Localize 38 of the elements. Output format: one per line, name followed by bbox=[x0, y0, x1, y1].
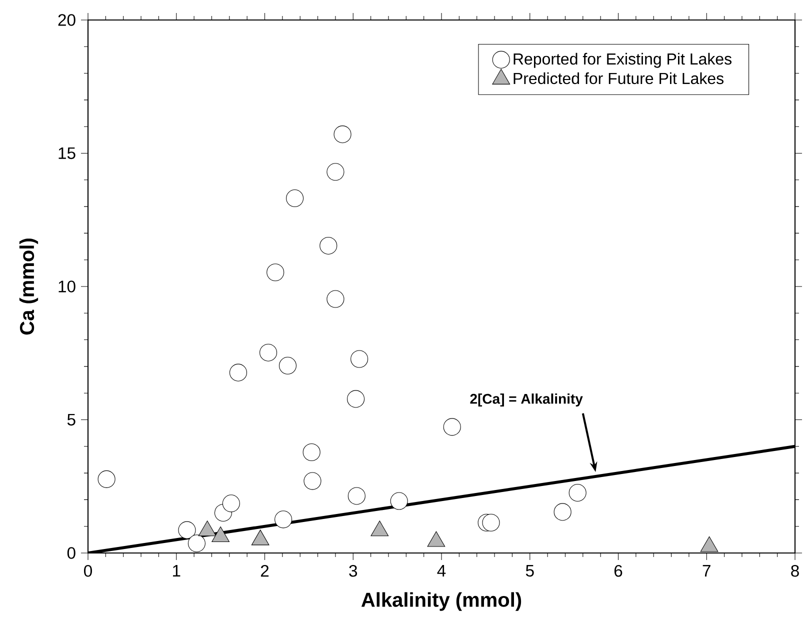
legend-label: Predicted for Future Pit Lakes bbox=[514, 72, 724, 84]
x-tick-label: 8 bbox=[791, 564, 799, 577]
point bbox=[390, 492, 408, 510]
y-axis-title: Ca (mmol) bbox=[19, 238, 38, 335]
x-tick-label: 7 bbox=[702, 564, 710, 576]
x-axis-title: Alkalinity (mmol) bbox=[361, 592, 522, 611]
x-tick-label: 2 bbox=[260, 564, 269, 577]
point bbox=[350, 350, 368, 368]
x-tick-label: 4 bbox=[437, 564, 446, 576]
y-tick-label: 0 bbox=[67, 547, 76, 559]
x-tick-label: 3 bbox=[349, 564, 358, 577]
point bbox=[98, 470, 116, 488]
point bbox=[320, 236, 338, 254]
point bbox=[188, 534, 206, 552]
point bbox=[286, 190, 304, 208]
point bbox=[229, 364, 248, 382]
y-tick-label: 20 bbox=[58, 14, 76, 26]
point bbox=[260, 344, 278, 362]
y-tick-label: 15 bbox=[58, 147, 76, 160]
y-tick-label: 5 bbox=[67, 414, 76, 426]
point bbox=[326, 163, 344, 181]
x-tick-label: 1 bbox=[173, 564, 180, 576]
annotation: 2[Ca] = Alkalinity bbox=[470, 394, 583, 407]
point bbox=[443, 418, 461, 436]
x-tick-label: 5 bbox=[526, 564, 534, 577]
point bbox=[222, 494, 240, 512]
x-tick-label: 6 bbox=[614, 564, 622, 577]
point bbox=[482, 514, 500, 532]
point bbox=[278, 356, 297, 374]
x-tick-label: 0 bbox=[84, 564, 92, 577]
point bbox=[554, 503, 572, 521]
point bbox=[348, 487, 366, 505]
legend-label: Reported for Existing Pit Lakes bbox=[514, 52, 732, 68]
y-tick-label: 10 bbox=[58, 280, 76, 292]
point bbox=[347, 390, 365, 408]
point bbox=[178, 521, 196, 539]
point bbox=[334, 126, 352, 144]
point bbox=[274, 510, 292, 528]
